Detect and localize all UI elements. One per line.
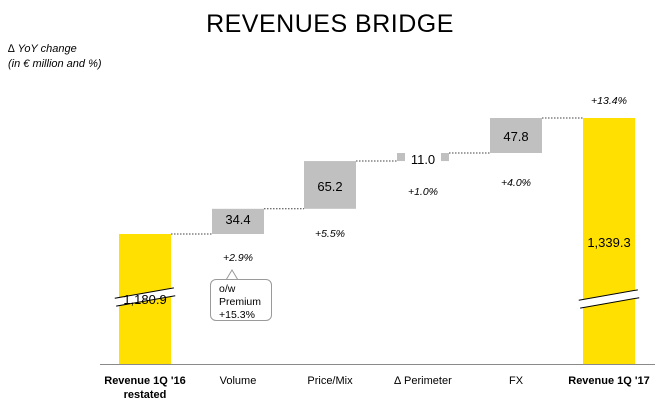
- category-label-revenue-1q-16-restated: Revenue 1Q '16: [104, 375, 186, 387]
- chart-subtitle: ∆ YoY change (in € million and %): [8, 42, 102, 72]
- chart-title: REVENUES BRIDGE: [206, 10, 454, 38]
- bar-revenue-1q-17: [583, 118, 635, 364]
- premium-callout: o/w Premium +15.3%: [210, 279, 272, 321]
- value-label-revenue-1q-16-restated: 1,180.9: [123, 292, 166, 307]
- category-label-revenue-1q-17: Revenue 1Q '17: [568, 375, 650, 387]
- category-label-volume: Volume: [220, 375, 257, 387]
- pct-label-perimeter: +1.0%: [408, 186, 438, 198]
- axis-break-line: [578, 289, 638, 301]
- pct-label-revenue-1q-17: +13.4%: [591, 95, 627, 107]
- value-label-fx: 47.8: [503, 129, 528, 144]
- value-label-revenue-1q-17: 1,339.3: [587, 235, 630, 250]
- axis-break-gap: [578, 289, 640, 309]
- bar-volume: [212, 208, 264, 234]
- category-label-fx: FX: [509, 375, 524, 387]
- callout-line-2: Premium: [219, 296, 262, 308]
- axis-break-line: [114, 287, 174, 299]
- value-label-price-mix: 65.2: [317, 179, 342, 194]
- value-label-bg: [405, 153, 441, 168]
- callout-line-1: o/w: [219, 283, 236, 295]
- pct-label-fx: +4.0%: [501, 177, 531, 189]
- axis-break-line: [116, 295, 176, 307]
- category-label-revenue-1q-16-restated: restated: [124, 389, 167, 401]
- axis-break-gap: [114, 287, 176, 307]
- pct-label-price-mix: +5.5%: [315, 228, 345, 240]
- bar-price-mix: [304, 161, 356, 209]
- category-label-perimeter: ∆ Perimeter: [394, 375, 452, 387]
- pct-label-volume: +2.9%: [223, 252, 253, 264]
- axis-break-line: [580, 297, 640, 309]
- subtitle-line-1: ∆ YoY change: [8, 43, 77, 55]
- value-label-perimeter: 11.0: [411, 152, 435, 167]
- value-label-volume: 34.4: [225, 212, 250, 227]
- subtitle-line-2: (in € million and %): [8, 58, 102, 70]
- bar-fx: [490, 118, 542, 154]
- callout-line-3: +15.3%: [219, 309, 255, 321]
- category-label-price-mix: Price/Mix: [307, 375, 353, 387]
